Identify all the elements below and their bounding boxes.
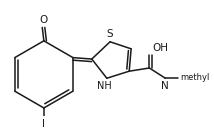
Text: OH: OH [153, 43, 169, 53]
Text: N: N [161, 81, 169, 91]
Text: NH: NH [97, 81, 112, 91]
Text: O: O [39, 16, 48, 25]
Text: methyl: methyl [180, 73, 210, 82]
Text: S: S [107, 29, 113, 39]
Text: I: I [42, 119, 45, 129]
